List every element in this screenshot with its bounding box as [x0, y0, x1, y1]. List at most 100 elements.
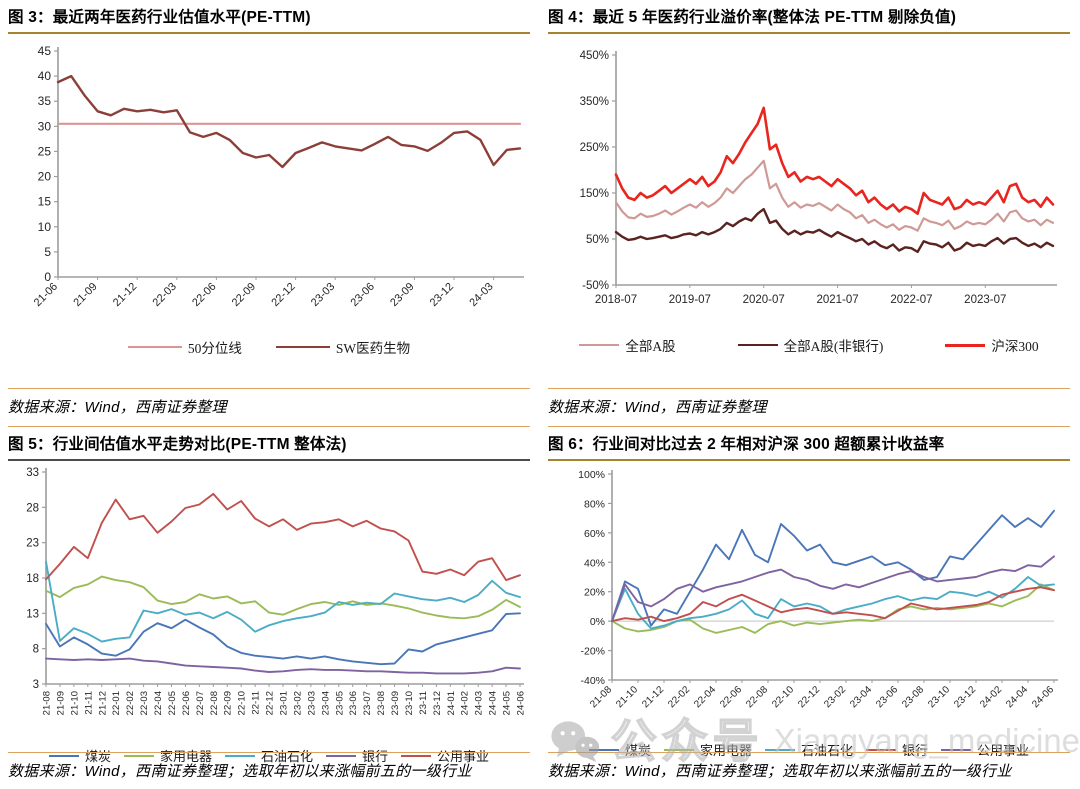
legend-swatch	[941, 748, 972, 751]
legend-item: 煤炭	[588, 740, 651, 759]
y-tick-label: -40%	[580, 675, 605, 687]
series-line-石油石化	[45, 560, 521, 643]
figure-3-legend: 50分位线 SW医药生物	[8, 337, 530, 357]
series-line-公用事业	[611, 555, 1055, 623]
legend-item: 沪深300	[945, 335, 1039, 355]
x-tick-label: 23-11	[418, 691, 429, 715]
y-tick-label: 50%	[586, 234, 609, 246]
x-tick-label: 22-12	[796, 684, 822, 710]
x-tick-label: 22-07	[195, 691, 206, 715]
y-tick-label: 10	[38, 220, 52, 234]
figure-5-footer: 数据来源：Wind，西南证券整理；选取年初以来涨幅前五的一级行业	[8, 752, 530, 789]
x-tick-label: 23-12	[952, 684, 978, 710]
separator-line	[548, 388, 1070, 389]
legend-item: 全部A股	[579, 335, 676, 355]
legend-label: 银行	[902, 743, 929, 758]
x-tick-label: 22-12	[269, 281, 297, 309]
x-tick-label: 22-02	[666, 684, 692, 710]
x-tick-label: 24-03	[474, 691, 485, 715]
legend-label: 全部A股(非银行)	[783, 339, 884, 354]
legend-item: 公用事业	[941, 740, 1029, 759]
series-line-煤炭	[45, 612, 521, 666]
figure-6-legend: 煤炭 家用电器 石油石化 银行 公用事业	[548, 740, 1070, 759]
x-tick-label: 2018-07	[595, 294, 637, 306]
x-tick-label: 22-06	[718, 684, 744, 710]
separator-line	[548, 426, 1070, 427]
x-tick-label: 22-12	[265, 691, 276, 715]
x-tick-label: 2022-07	[890, 294, 932, 306]
x-tick-label: 2021-07	[816, 294, 858, 306]
figure-5-source: 数据来源：Wind，西南证券整理；选取年初以来涨幅前五的一级行业	[8, 763, 472, 780]
x-tick-label: 22-08	[209, 691, 220, 715]
y-tick-label: 80%	[584, 498, 605, 510]
y-tick-label: 33	[26, 467, 39, 479]
x-tick-label: 23-04	[848, 684, 874, 710]
x-tick-label: 2020-07	[743, 294, 785, 306]
figure-6-source: 数据来源：Wind，西南证券整理；选取年初以来涨幅前五的一级行业	[548, 763, 1012, 780]
figure-5-title: 图 5：行业间估值水平走势对比(PE-TTM 整体法)	[8, 436, 347, 453]
legend-item: 石油石化	[764, 740, 853, 759]
series-line-家用电器	[45, 575, 521, 620]
legend-swatch	[401, 754, 432, 757]
x-tick-label: 21-08	[42, 691, 53, 715]
legend-swatch	[663, 748, 694, 751]
x-tick-label: 22-09	[230, 281, 258, 309]
y-tick-label: 60%	[584, 528, 605, 540]
x-tick-label: 21-06	[32, 281, 60, 309]
x-tick-label: 23-05	[334, 691, 345, 715]
figure-5-title-rule	[8, 459, 530, 461]
figure-4-footer: 数据来源：Wind，西南证券整理	[548, 388, 1070, 427]
x-tick-label: 21-10	[614, 684, 640, 710]
legend-label: 煤炭	[624, 743, 651, 758]
y-tick-label: 3	[33, 679, 39, 691]
figure-4-source: 数据来源：Wind，西南证券整理	[548, 399, 767, 416]
y-tick-label: 15	[38, 195, 52, 209]
legend-label: 50分位线	[187, 341, 242, 356]
legend-swatch	[866, 748, 896, 751]
figure-4-block: 图 4：最近 5 年医药行业溢价率(整体法 PE-TTM 剔除负值) -50% 5…	[540, 0, 1080, 427]
x-tick-label: 24-04	[488, 691, 499, 715]
series-line-全部A股(非银行)	[614, 207, 1055, 254]
x-tick-label: 22-10	[770, 684, 796, 710]
figure-3-footer: 数据来源：Wind，西南证券整理	[8, 388, 530, 427]
x-tick-label: 23-10	[926, 684, 952, 710]
legend-item: SW医药生物	[275, 337, 411, 357]
x-tick-label: 22-08	[744, 684, 770, 710]
separator-line	[8, 426, 530, 427]
y-tick-label: 5	[44, 245, 51, 259]
legend-label: 沪深300	[991, 339, 1039, 354]
y-tick-label: 25	[38, 144, 52, 158]
x-tick-label: 23-08	[376, 691, 387, 715]
x-tick-label: 23-12	[432, 691, 443, 715]
x-tick-label: 23-02	[822, 684, 848, 710]
legend-swatch	[275, 346, 330, 348]
series-line-银行	[45, 657, 521, 675]
legend-label: 公用事业	[977, 743, 1030, 758]
legend-swatch	[123, 754, 154, 757]
x-tick-label: 23-06	[348, 691, 359, 715]
legend-label: 全部A股	[625, 339, 676, 354]
x-tick-label: 21-10	[69, 691, 80, 715]
legend-swatch	[764, 748, 795, 751]
y-tick-label: 450%	[580, 50, 609, 62]
legend-label: 石油石化	[800, 743, 853, 758]
y-tick-label: 13	[26, 608, 39, 620]
x-tick-label: 23-09	[388, 281, 416, 309]
x-tick-label: 22-06	[190, 281, 218, 309]
x-tick-label: 22-01	[111, 691, 122, 715]
x-tick-label: 23-06	[874, 684, 900, 710]
series-line-沪深300	[614, 106, 1055, 215]
x-tick-label: 24-02	[460, 691, 471, 715]
separator-line	[8, 752, 530, 753]
x-tick-label: 21-12	[640, 684, 666, 710]
x-tick-label: 23-12	[428, 281, 456, 309]
legend-label: SW医药生物	[335, 341, 411, 356]
x-tick-label: 22-10	[237, 691, 248, 715]
y-tick-label: 8	[33, 644, 39, 656]
series-line-银行	[611, 586, 1055, 623]
figure-3-title-rule	[8, 32, 530, 34]
x-tick-label: 24-04	[1004, 684, 1030, 710]
x-tick-label: 23-01	[279, 691, 290, 715]
y-tick-label: -20%	[580, 646, 605, 658]
